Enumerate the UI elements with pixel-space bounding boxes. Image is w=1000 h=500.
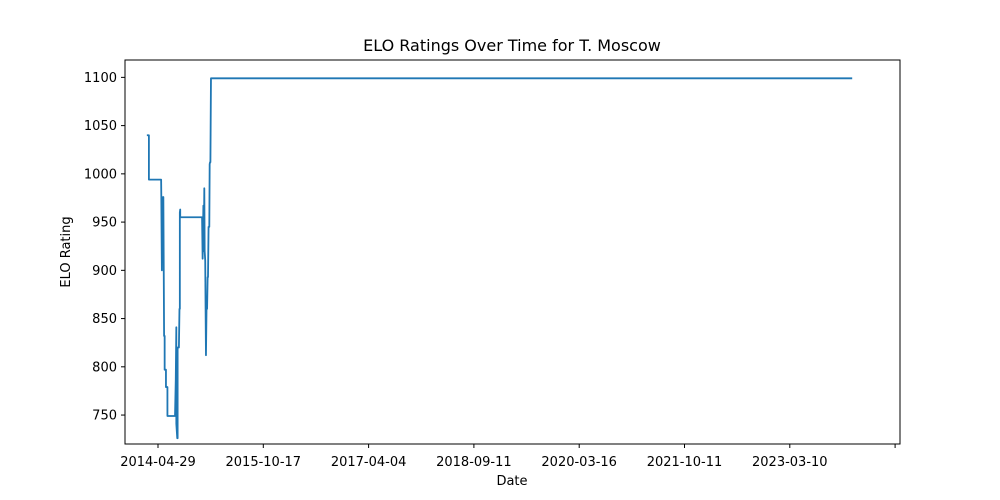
x-tick-label: 2021-10-11 xyxy=(647,455,723,470)
x-tick-label: 2020-03-16 xyxy=(541,455,617,470)
y-tick-label: 1100 xyxy=(84,71,117,86)
x-tick-label: 2014-04-29 xyxy=(120,455,196,470)
y-tick-label: 850 xyxy=(92,312,117,327)
y-axis-label: ELO Rating xyxy=(59,216,74,287)
x-tick-label: 2018-09-11 xyxy=(436,455,512,470)
chart-title: ELO Ratings Over Time for T. Moscow xyxy=(363,36,661,55)
y-tick-label: 900 xyxy=(92,264,117,279)
x-tick-label: 2015-10-17 xyxy=(226,455,302,470)
y-tick-label: 1050 xyxy=(84,119,117,134)
x-axis-label: Date xyxy=(496,474,527,489)
y-tick-label: 800 xyxy=(92,360,117,375)
x-tick-label: 2017-04-04 xyxy=(331,455,407,470)
y-tick-label: 1000 xyxy=(84,167,117,182)
axes-frame xyxy=(124,59,901,445)
x-tick-label: 2023-03-10 xyxy=(752,455,828,470)
y-axis-ticks: 750 800 850 900 950 1000 1050 1100 xyxy=(84,71,125,424)
y-tick-label: 750 xyxy=(92,409,117,424)
y-tick-label: 950 xyxy=(92,216,117,231)
plot-area xyxy=(124,59,901,445)
x-axis-ticks: 2014-04-29 2015-10-17 2017-04-04 2018-09-11… xyxy=(120,444,896,470)
elo-rating-series-line xyxy=(146,77,853,440)
